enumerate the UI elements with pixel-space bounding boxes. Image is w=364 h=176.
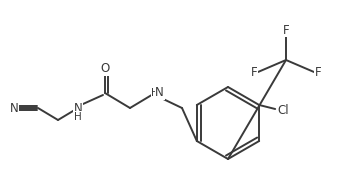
- Text: H: H: [151, 88, 159, 98]
- Text: F: F: [283, 24, 289, 36]
- Text: F: F: [251, 65, 257, 78]
- Text: F: F: [315, 65, 321, 78]
- Text: O: O: [100, 62, 110, 76]
- Text: N: N: [74, 102, 82, 115]
- Text: Cl: Cl: [277, 105, 289, 118]
- Text: H: H: [74, 112, 82, 122]
- Text: N: N: [155, 86, 164, 99]
- Text: N: N: [9, 102, 18, 115]
